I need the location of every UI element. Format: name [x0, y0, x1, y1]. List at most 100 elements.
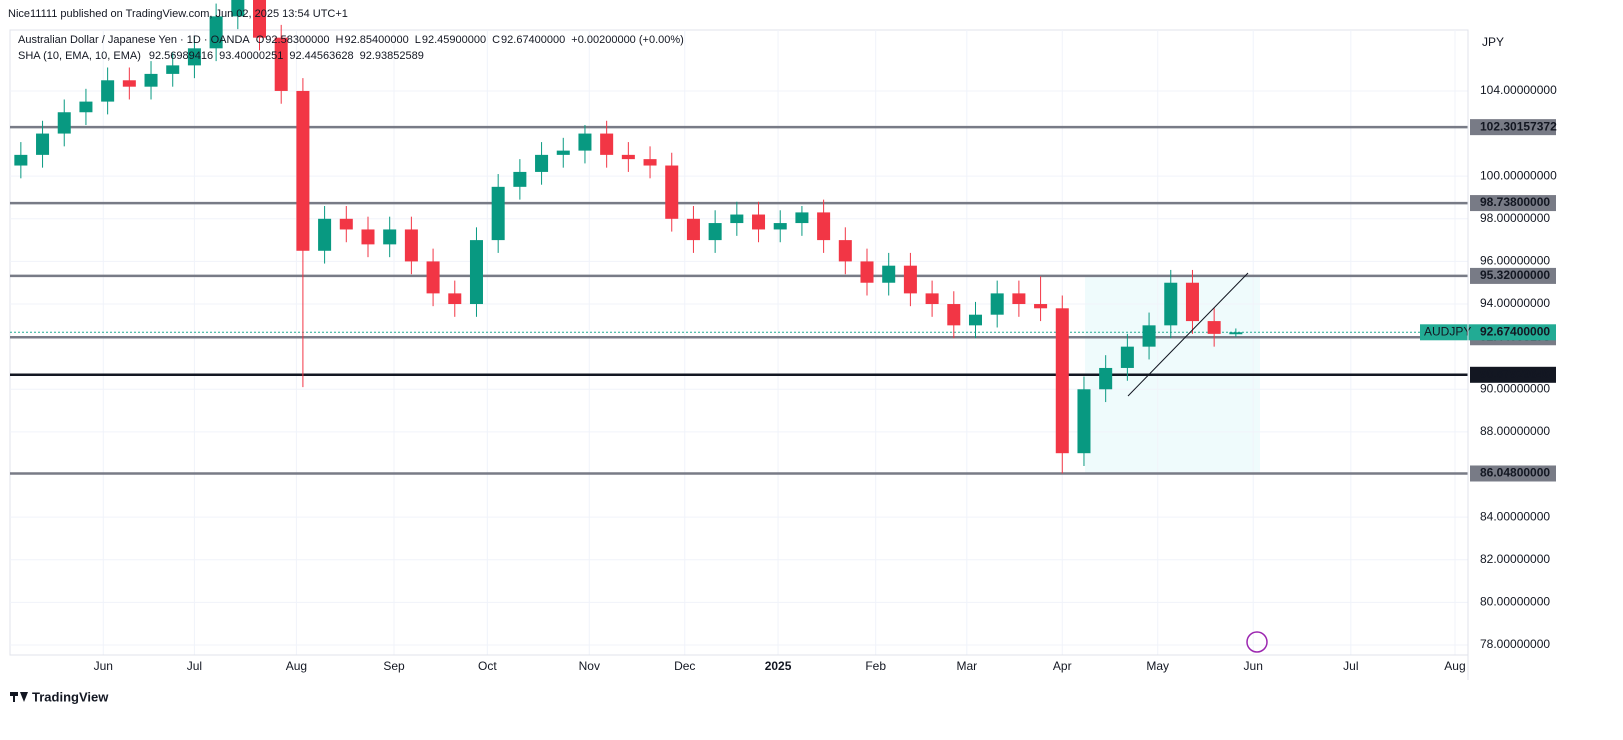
- x-tick-label: Apr: [1053, 659, 1072, 673]
- candle-body: [925, 293, 939, 305]
- candle-body: [947, 304, 961, 326]
- ohlc-key: C: [492, 34, 500, 46]
- candle-body: [383, 229, 397, 245]
- y-tick-label: 94.00000000: [1480, 296, 1550, 310]
- x-tick-label: Dec: [674, 659, 695, 673]
- candle-body: [1207, 321, 1221, 334]
- x-tick-label: Sep: [383, 659, 405, 673]
- x-tick-label: Feb: [865, 659, 886, 673]
- candle-body: [730, 214, 744, 224]
- last-label: 92.67400000: [1480, 324, 1550, 338]
- x-tick-label: Nov: [579, 659, 600, 673]
- candle-body: [339, 218, 353, 230]
- candle-body: [57, 112, 71, 134]
- candle-body: [187, 48, 201, 66]
- level-label: 86.04800000: [1480, 466, 1550, 480]
- candle-body: [990, 293, 1004, 315]
- candle-body: [513, 171, 527, 187]
- y-tick-label: 84.00000000: [1480, 509, 1550, 523]
- indicator-value: 93.40000251: [219, 50, 283, 62]
- candle-body: [79, 101, 93, 113]
- y-tick-label: 78.00000000: [1480, 637, 1550, 651]
- ohlc-value: 92.67400000: [501, 34, 565, 46]
- candle-body: [773, 223, 787, 230]
- level-tag: [1470, 465, 1556, 482]
- indicator-value: 92.56989416: [149, 50, 213, 62]
- candle-body: [795, 212, 809, 224]
- publish-line: Nice11111 published on TradingView.com, …: [8, 8, 348, 20]
- candle-body: [122, 80, 136, 87]
- ohlc-value: 92.58300000: [265, 34, 329, 46]
- y-tick-label: 90.00000000: [1480, 381, 1550, 395]
- ohlc-key: L: [415, 34, 421, 46]
- y-tick-label: 104.00000000: [1480, 83, 1557, 97]
- candle-body: [448, 293, 462, 305]
- candle-body: [1077, 389, 1091, 454]
- indicator-value: 92.44563628: [289, 50, 353, 62]
- candle-body: [968, 314, 982, 326]
- candle-body: [318, 218, 332, 251]
- candle-body: [1229, 332, 1243, 335]
- candle-body: [1142, 325, 1156, 347]
- currency: JPY: [1482, 35, 1504, 49]
- candle-body: [426, 261, 440, 294]
- y-tick-label: 82.00000000: [1480, 552, 1550, 566]
- candle-body: [209, 16, 223, 49]
- indicator-name: SHA (10, EMA, 10, EMA): [18, 50, 141, 62]
- ohlc-value: 92.85400000: [344, 34, 408, 46]
- candle-body: [556, 150, 570, 155]
- candle-body: [166, 65, 180, 74]
- candle-body: [1055, 308, 1069, 454]
- y-tick-label: 98.00000000: [1480, 211, 1550, 225]
- level-tag: [1470, 119, 1556, 136]
- candle-body: [817, 212, 831, 241]
- candle-body: [14, 154, 28, 166]
- candle-body: [491, 186, 505, 241]
- last-tag: [1420, 324, 1556, 341]
- level-label: 102.30157372: [1480, 119, 1557, 133]
- last-name: AUDJPY: [1424, 324, 1471, 338]
- x-tick-label: 2025: [765, 659, 792, 673]
- change: +0.00200000 (+0.00%): [571, 34, 684, 46]
- candle-body: [36, 133, 50, 155]
- ohlc-key: O: [256, 34, 265, 46]
- candle-body: [1120, 346, 1134, 368]
- candle-body: [144, 73, 158, 87]
- level-label: 98.73800000: [1480, 195, 1550, 209]
- candle-body: [860, 261, 874, 283]
- candle-body: [621, 154, 635, 160]
- level-tag: [1470, 267, 1556, 284]
- level-label: 90.67929646: [1480, 367, 1550, 381]
- x-tick-label: Oct: [478, 659, 497, 673]
- ohlc-key: H: [336, 34, 344, 46]
- candle-body: [253, 0, 267, 38]
- candle-body: [665, 165, 679, 219]
- candle-body: [296, 90, 310, 251]
- candle-body: [643, 159, 657, 166]
- x-tick-label: Jun: [1244, 659, 1263, 673]
- y-tick-label: 88.00000000: [1480, 424, 1550, 438]
- candle-body: [903, 265, 917, 294]
- trend-line: [1127, 272, 1249, 397]
- candle-body: [361, 229, 375, 245]
- event-icon[interactable]: [1246, 631, 1268, 653]
- candle-body: [600, 133, 614, 155]
- candle-body: [101, 80, 115, 102]
- x-tick-label: Jul: [187, 659, 202, 673]
- x-tick-label: Jul: [1343, 659, 1358, 673]
- candle-body: [404, 229, 418, 262]
- x-tick-label: Jun: [94, 659, 113, 673]
- candle-body: [535, 154, 549, 172]
- y-tick-label: 80.00000000: [1480, 595, 1550, 609]
- candle-body: [231, 0, 245, 17]
- level-tag: [1470, 195, 1556, 212]
- footer-brand: TradingView: [32, 689, 109, 704]
- tv-logo: [10, 692, 28, 702]
- candle-body: [578, 133, 592, 151]
- x-tick-label: Aug: [286, 659, 307, 673]
- x-tick-label: Aug: [1444, 659, 1465, 673]
- candle-body: [686, 218, 700, 241]
- candle-body: [1012, 293, 1026, 305]
- candle-body: [708, 223, 722, 241]
